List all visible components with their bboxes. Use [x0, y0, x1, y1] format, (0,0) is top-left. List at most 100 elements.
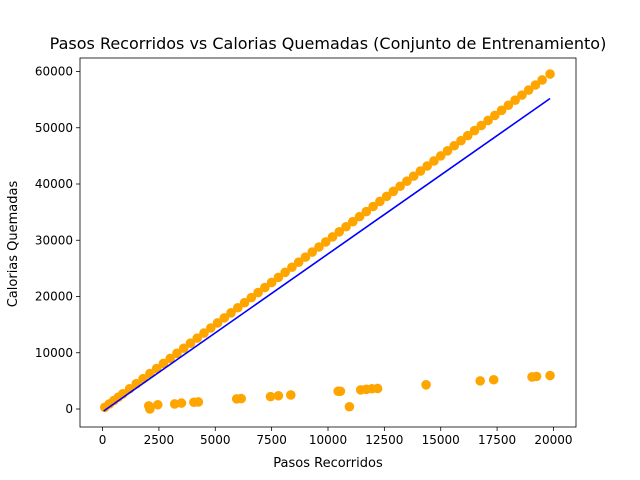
- data-point: [375, 196, 385, 207]
- data-point: [172, 348, 182, 359]
- data-point: [233, 302, 243, 313]
- data-point: [341, 221, 351, 232]
- chart-title: Pasos Recorridos vs Calorias Quemadas (C…: [50, 34, 607, 53]
- data-point: [368, 201, 378, 212]
- data-point: [286, 390, 296, 400]
- data-point: [334, 227, 345, 237]
- data-point: [372, 383, 383, 394]
- data-point: [253, 287, 263, 298]
- x-tick-label: 20000: [534, 433, 572, 447]
- data-point: [483, 115, 493, 126]
- data-point: [490, 110, 500, 121]
- y-tick-label: 10000: [35, 346, 73, 360]
- data-point: [421, 380, 431, 390]
- x-tick-label: 2500: [144, 433, 175, 447]
- data-point: [246, 292, 257, 303]
- data-point: [462, 130, 473, 141]
- data-point: [415, 166, 426, 176]
- data-point: [381, 191, 392, 202]
- data-point: [260, 282, 270, 293]
- data-point: [212, 318, 223, 328]
- data-point: [145, 404, 155, 414]
- data-point: [176, 398, 187, 408]
- data-point: [327, 232, 338, 242]
- data-point: [488, 374, 499, 385]
- data-point: [545, 69, 555, 79]
- data-point: [145, 368, 155, 379]
- x-axis-label: Pasos Recorridos: [273, 456, 383, 471]
- data-point: [265, 391, 276, 402]
- data-point: [348, 216, 358, 227]
- data-point: [408, 171, 419, 181]
- data-point: [335, 386, 346, 397]
- y-tick-label: 50000: [35, 121, 73, 135]
- data-point: [523, 85, 534, 95]
- data-point: [530, 80, 541, 90]
- data-point: [361, 206, 372, 217]
- y-tick-label: 40000: [35, 177, 73, 191]
- data-point: [199, 328, 209, 338]
- data-point: [531, 371, 542, 382]
- data-point: [395, 181, 405, 192]
- data-point: [429, 156, 439, 166]
- x-tick-label: 17500: [478, 433, 516, 447]
- data-point: [510, 95, 520, 105]
- data-point: [469, 125, 480, 136]
- fit-line: [103, 97, 551, 412]
- data-point: [354, 211, 365, 222]
- data-point: [205, 323, 216, 333]
- data-point: [402, 176, 412, 186]
- data-point: [280, 267, 290, 278]
- data-point: [178, 343, 189, 354]
- y-tick-label: 60000: [35, 65, 73, 79]
- y-tick-label: 30000: [35, 233, 73, 247]
- data-point: [449, 140, 460, 151]
- data-point: [293, 257, 304, 267]
- data-point: [165, 353, 175, 364]
- data-point: [517, 90, 527, 100]
- data-point: [320, 237, 331, 247]
- x-tick-label: 12500: [365, 433, 403, 447]
- data-point: [273, 272, 284, 283]
- data-point: [226, 308, 236, 318]
- data-point: [475, 376, 485, 386]
- data-point: [152, 399, 163, 410]
- x-tick-label: 5000: [200, 433, 231, 447]
- y-tick-label: 20000: [35, 290, 73, 304]
- y-axis-label: Calorias Quemadas: [6, 181, 21, 308]
- data-point: [545, 370, 555, 381]
- y-tick-label: 0: [65, 402, 73, 416]
- data-point: [314, 242, 324, 252]
- data-point: [287, 262, 297, 273]
- data-point: [442, 146, 453, 156]
- data-point: [273, 390, 284, 401]
- data-point: [236, 393, 246, 404]
- data-point: [300, 252, 311, 262]
- data-point: [496, 105, 507, 116]
- data-point: [344, 401, 355, 412]
- data-point: [422, 161, 433, 171]
- data-point: [456, 135, 466, 146]
- data-point: [219, 313, 230, 323]
- ticks-layer: 0 2500 5000 7500 10000 12500 15000 17500 20000 0 1…: [35, 65, 573, 448]
- data-point: [537, 75, 547, 85]
- data-point: [185, 338, 196, 348]
- data-point: [388, 186, 399, 197]
- data-point: [476, 120, 487, 131]
- data-point: [192, 333, 203, 343]
- data-point: [435, 151, 446, 161]
- data-point: [158, 358, 169, 369]
- plot-layer: [100, 69, 555, 414]
- x-tick-label: 10000: [309, 433, 347, 447]
- data-point: [266, 277, 277, 288]
- data-point: [503, 100, 514, 111]
- data-point: [193, 397, 204, 407]
- x-tick-label: 0: [99, 433, 107, 447]
- data-point: [151, 363, 162, 374]
- x-tick-label: 15000: [422, 433, 460, 447]
- x-tick-label: 7500: [256, 433, 287, 447]
- data-point: [307, 247, 318, 257]
- data-point: [239, 297, 250, 308]
